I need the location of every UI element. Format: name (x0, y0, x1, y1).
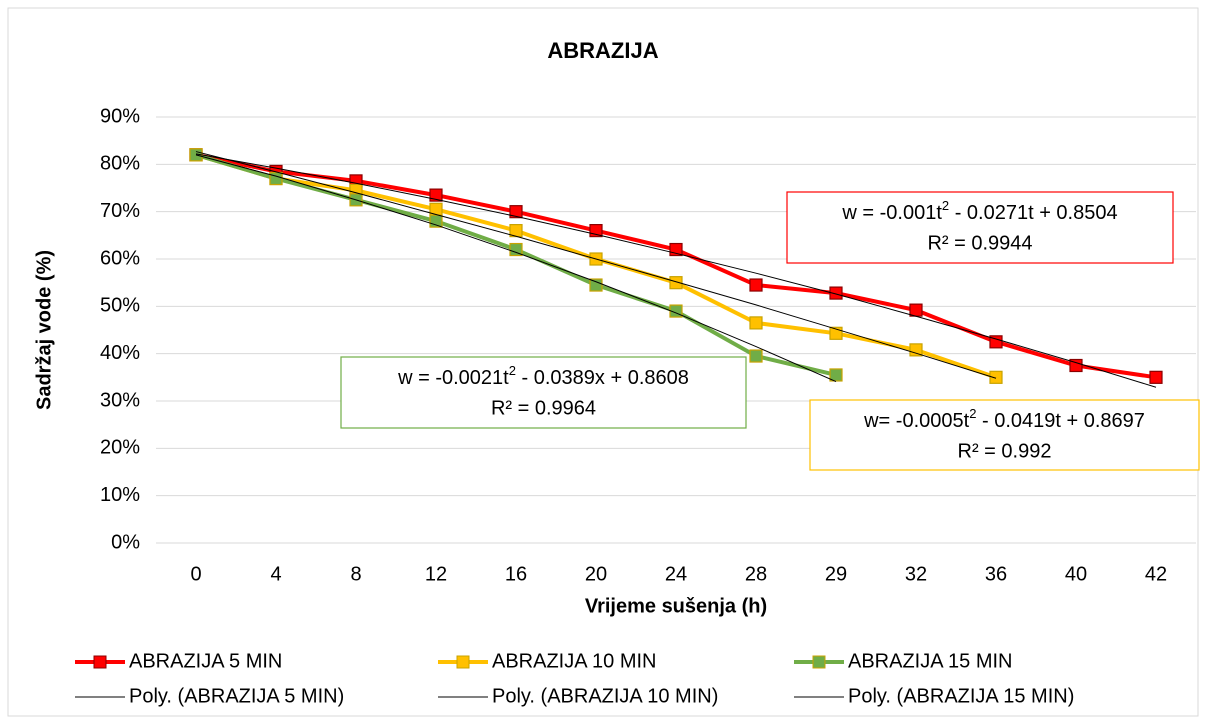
equation-part: w = -0.0021t (397, 367, 509, 389)
marker (909, 303, 923, 317)
marker (829, 286, 843, 300)
legend-label: Poly. (ABRAZIJA 10 MIN) (492, 685, 718, 707)
legend-marker (456, 655, 470, 669)
x-tick-label: 29 (825, 563, 847, 585)
legend-label: ABRAZIJA 5 MIN (129, 650, 282, 672)
marker (509, 242, 523, 257)
marker (909, 343, 923, 357)
marker (989, 335, 1003, 349)
equation-part: - 0.0419t + 0.8697 (976, 410, 1144, 432)
annotation-equation: w = -0.001t2 - 0.0271t + 0.8504 (841, 198, 1117, 224)
y-tick-label: 10% (100, 484, 140, 506)
marker (269, 171, 283, 186)
equation-part: - 0.0271t + 0.8504 (949, 202, 1117, 224)
equation-part: - 0.0389x + 0.8608 (516, 367, 689, 389)
marker (1149, 370, 1163, 384)
marker (829, 368, 843, 382)
equation-part: 2 (942, 198, 949, 213)
y-tick-label: 40% (100, 342, 140, 364)
legend-marker (812, 655, 826, 669)
x-tick-label: 36 (985, 563, 1007, 585)
annotation-r2: R² = 0.9964 (491, 397, 596, 419)
marker (989, 370, 1003, 384)
x-tick-label: 32 (905, 563, 927, 585)
y-tick-label: 30% (100, 389, 140, 411)
marker (669, 276, 683, 290)
x-tick-label: 16 (505, 563, 527, 585)
legend-label: ABRAZIJA 15 MIN (848, 650, 1013, 672)
y-tick-label: 60% (100, 247, 140, 269)
x-tick-label: 4 (270, 563, 281, 585)
x-tick-label: 40 (1065, 563, 1087, 585)
equation-part: w = -0.001t (841, 202, 942, 224)
y-tick-label: 90% (100, 105, 140, 127)
x-tick-label: 8 (350, 563, 361, 585)
chart-title: ABRAZIJA (547, 38, 658, 63)
x-axis-label: Vrijeme sušenja (h) (585, 595, 767, 617)
trend-line (195, 153, 1157, 388)
x-tick-label: 24 (665, 563, 687, 585)
y-tick-label: 20% (100, 437, 140, 459)
annotation-r2: R² = 0.992 (958, 440, 1052, 462)
marker (589, 278, 603, 292)
y-tick-label: 0% (111, 531, 140, 553)
annotation-equation: w= -0.0005t2 - 0.0419t + 0.8697 (863, 406, 1145, 432)
marker (429, 188, 443, 202)
legend-marker (93, 655, 107, 669)
x-tick-label: 12 (425, 563, 447, 585)
y-tick-label: 70% (100, 200, 140, 222)
annotation-equation: w = -0.0021t2 - 0.0389x + 0.8608 (397, 363, 689, 389)
trend-line (195, 151, 997, 379)
trend-line (195, 154, 837, 383)
marker (749, 278, 763, 292)
equation-part: w= -0.0005t (863, 410, 970, 432)
y-tick-label: 80% (100, 153, 140, 175)
annotation-box (340, 356, 747, 429)
marker (509, 205, 523, 219)
y-axis-label: Sadržaj vode (%) (33, 250, 55, 410)
marker (749, 349, 763, 363)
annotation-box (786, 191, 1174, 264)
legend-label: Poly. (ABRAZIJA 15 MIN) (848, 685, 1074, 707)
equation-part: 2 (969, 406, 976, 421)
x-tick-label: 20 (585, 563, 607, 585)
x-tick-label: 28 (745, 563, 767, 585)
marker (749, 316, 763, 330)
legend-label: Poly. (ABRAZIJA 5 MIN) (129, 685, 344, 707)
x-tick-label: 42 (1145, 563, 1167, 585)
x-tick-label: 0 (190, 563, 201, 585)
y-tick-label: 50% (100, 295, 140, 317)
marker (1069, 358, 1083, 373)
equation-part: 2 (509, 363, 516, 378)
annotation-r2: R² = 0.9944 (927, 232, 1032, 254)
annotation-box (809, 399, 1200, 471)
legend-label: ABRAZIJA 10 MIN (492, 650, 657, 672)
